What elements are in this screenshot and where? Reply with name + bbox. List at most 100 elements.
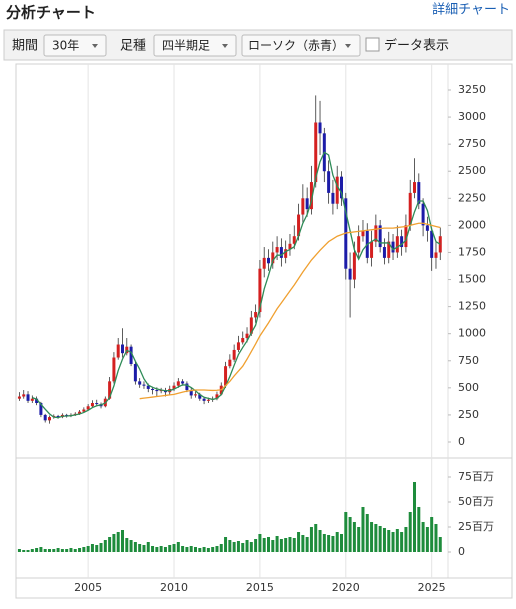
volume-bar xyxy=(430,517,434,552)
candle-body xyxy=(108,381,112,399)
candle-body xyxy=(391,241,395,253)
x-tick-label: 2010 xyxy=(160,581,188,594)
volume-bar xyxy=(434,524,438,552)
candle-body xyxy=(120,344,124,354)
detail-link[interactable]: 詳細チャート xyxy=(432,2,510,18)
candle-body xyxy=(314,122,318,183)
x-tick-label: 2025 xyxy=(418,581,446,594)
candle-body xyxy=(90,403,94,407)
style-select[interactable]: ローソク（赤青） xyxy=(241,34,361,57)
candle-body xyxy=(279,247,283,258)
checkbox[interactable] xyxy=(365,37,380,52)
candle-body xyxy=(146,385,150,389)
volume-bar xyxy=(35,548,39,552)
candle-body xyxy=(331,192,335,204)
volume-bar xyxy=(275,536,279,552)
select-box[interactable] xyxy=(43,34,107,57)
volume-bar xyxy=(425,527,429,552)
candle-body xyxy=(305,198,309,210)
candle-body xyxy=(129,346,133,365)
volume-bar xyxy=(232,542,236,552)
volume-bar xyxy=(65,549,69,552)
candle-body xyxy=(249,317,253,334)
candle-body xyxy=(198,394,202,399)
volume-bar xyxy=(22,550,26,552)
candle-body xyxy=(361,230,365,237)
chart-frame xyxy=(15,63,513,599)
y-tick-label: 3000 xyxy=(458,110,486,123)
y-tick-label: 1500 xyxy=(458,273,486,286)
volume-bar xyxy=(73,549,77,552)
x-tick-label: 2015 xyxy=(246,581,274,594)
volume-bar xyxy=(335,532,339,552)
style-value[interactable]: ローソク（赤青） xyxy=(248,39,344,53)
volume-bar xyxy=(168,545,172,552)
candle-body xyxy=(86,406,90,410)
y-tick-label: 250 xyxy=(458,408,479,421)
candle-body xyxy=(430,230,434,258)
volume-bar xyxy=(129,540,133,552)
volume-bar xyxy=(56,548,60,552)
candle-body xyxy=(374,225,378,242)
candle-body xyxy=(17,396,21,399)
volume-bar xyxy=(120,530,124,552)
candle-body xyxy=(116,344,120,358)
volume-bar xyxy=(95,545,99,552)
checkbox-label[interactable]: データ表示 xyxy=(384,38,449,54)
volume-bar xyxy=(404,527,408,552)
volume-bar xyxy=(241,543,245,552)
candle-body xyxy=(301,198,305,215)
candle-body xyxy=(26,394,30,401)
select-box[interactable] xyxy=(241,34,361,57)
candle-body xyxy=(318,122,322,134)
type-select[interactable]: 四半期足 xyxy=(153,34,237,57)
volume-bar xyxy=(314,524,318,552)
volume-bar xyxy=(352,522,356,552)
dropdown-arrow[interactable] xyxy=(222,44,228,48)
volume-bar xyxy=(26,550,30,552)
volume-bar xyxy=(292,538,296,552)
dropdown-arrow[interactable] xyxy=(345,44,351,48)
x-tick-label: 2020 xyxy=(332,581,360,594)
period-label: 期間 xyxy=(12,39,38,54)
candle-body xyxy=(262,257,266,269)
volume-bar xyxy=(421,522,425,552)
panel-title: 分析チャート xyxy=(6,4,96,22)
candle-body xyxy=(434,252,438,258)
volume-bar xyxy=(245,540,249,552)
volume-bar xyxy=(159,546,163,552)
volume-bar xyxy=(284,538,288,552)
volume-bar xyxy=(176,542,180,552)
volume-bar xyxy=(163,547,167,552)
candle-body xyxy=(95,403,99,405)
volume-bar xyxy=(108,537,112,552)
volume-bar xyxy=(297,532,301,552)
period-value[interactable]: 30年 xyxy=(52,39,79,53)
volume-tick-label: 25百万 xyxy=(458,520,494,533)
select-box[interactable] xyxy=(153,34,237,57)
candle-body xyxy=(241,338,245,343)
volume-bar xyxy=(301,535,305,552)
volume-bar xyxy=(146,542,150,552)
candle-body xyxy=(155,390,159,392)
period-select[interactable]: 30年 xyxy=(43,34,107,57)
type-value[interactable]: 四半期足 xyxy=(162,39,210,53)
candle-body xyxy=(176,381,180,386)
candle-body xyxy=(236,342,240,350)
volume-bar xyxy=(271,540,275,552)
y-tick-label: 1000 xyxy=(458,327,486,340)
candle-body xyxy=(206,399,210,401)
dropdown-arrow[interactable] xyxy=(92,44,98,48)
candle-body xyxy=(224,366,228,386)
candle-body xyxy=(258,268,262,313)
candle-body xyxy=(387,241,391,258)
y-tick-label: 500 xyxy=(458,381,479,394)
volume-bar xyxy=(181,546,185,552)
volume-bar xyxy=(60,549,64,552)
volume-bar xyxy=(309,527,313,552)
y-tick-label: 1250 xyxy=(458,300,486,313)
candle-body xyxy=(202,398,206,401)
candle-body xyxy=(138,381,142,385)
